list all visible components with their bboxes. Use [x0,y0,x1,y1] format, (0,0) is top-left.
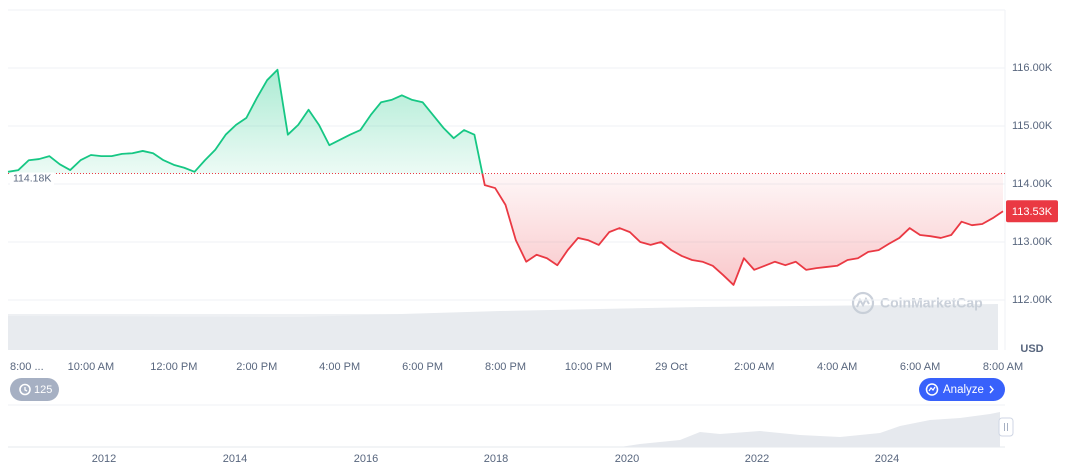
x-tick-label: 12:00 PM [150,361,197,373]
navigator-year: 2014 [223,453,247,465]
x-tick-label: 2:00 AM [734,361,774,373]
navigator-years: 2012 2014 2016 2018 2020 2022 2024 [92,453,899,465]
history-icon [19,383,31,396]
x-tick-label: 2:00 PM [236,361,277,373]
plot: 112.00K 113.00K 114.00K 115.00K 116.00K 8:00 … [7,62,1058,373]
x-tick-label: 10:00 AM [68,361,114,373]
navigator-year: 2018 [484,453,508,465]
navigator-handle[interactable] [998,417,1014,437]
navigator [8,404,1014,448]
last-price-tag [1006,200,1058,223]
y-tick-label: 113.00K [1012,236,1053,248]
price-line [7,68,1004,286]
analyze-icon [925,383,939,396]
y-tick-label: 114.00K [1012,178,1053,190]
x-tick-label: 6:00 PM [402,361,443,373]
navigator-year: 2020 [615,453,639,465]
area [8,69,1003,285]
navigator-year: 2024 [875,453,899,465]
x-tick-label: 10:00 PM [565,361,612,373]
analyze-icon-line [928,386,936,392]
navigator-year: 2022 [745,453,769,465]
x-tick-label: 6:00 AM [900,361,940,373]
history-button[interactable]: 125 [10,378,59,401]
watermark-text: CoinMarketCap [880,295,983,311]
history-button-bg[interactable] [10,378,59,401]
analyze-chevron [989,385,994,394]
analyze-button[interactable]: Analyze [919,378,1005,401]
analyze-button-label[interactable]: Analyze [943,384,984,396]
history-button-label[interactable]: 125 [34,384,52,396]
x-tick-label: 8:00 ... [10,361,44,373]
unit-label: USD [1020,343,1043,355]
x-tick-label: 8:00 PM [485,361,526,373]
volume-shape [8,304,998,350]
navigator-area [8,412,1000,447]
baseline-label: 114.18K [13,172,51,184]
analyze-button-bg[interactable] [919,378,1005,401]
watermark: CoinMarketCap [851,291,983,315]
history-icon-hand [24,387,28,392]
y-tick-label: 112.00K [1012,294,1053,306]
navigator-year: 2016 [354,453,378,465]
x-tick-label: 29 Oct [655,361,687,373]
x-tick-label: 8:00 AM [983,361,1023,373]
x-tick-label: 4:00 PM [319,361,360,373]
y-tick-label: 115.00K [1012,120,1053,132]
baseline-label-bg [10,172,54,185]
x-tick-label: 4:00 AM [817,361,857,373]
last-price-label: 113.53K [1012,206,1053,218]
navigator-year: 2012 [92,453,116,465]
y-tick-label: 116.00K [1012,62,1053,74]
